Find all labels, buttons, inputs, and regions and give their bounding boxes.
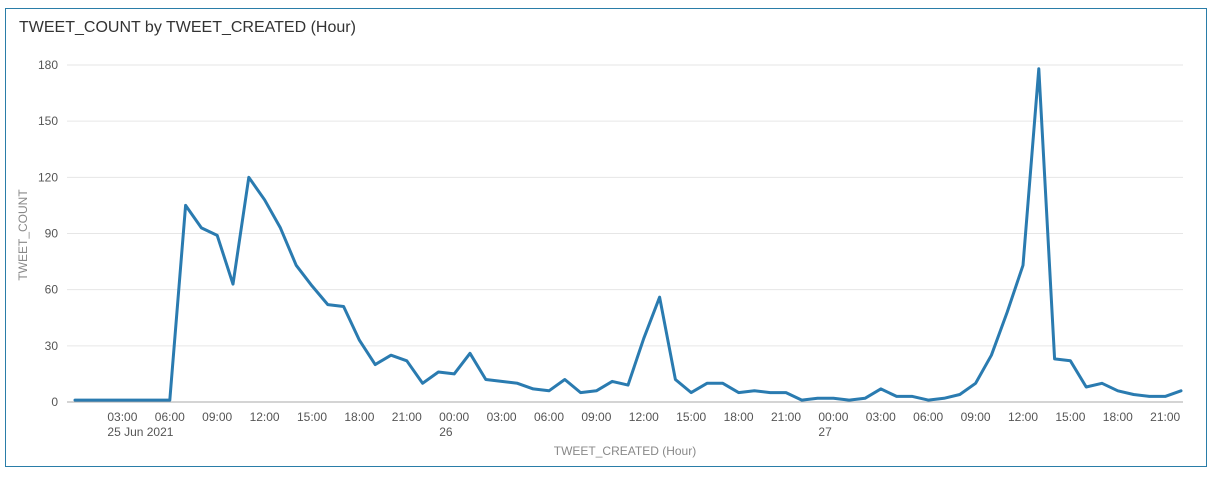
x-tick-date-label: 27 <box>818 425 832 439</box>
x-tick-date-label: 25 Jun 2021 <box>107 425 173 439</box>
series-line <box>73 67 1183 402</box>
x-tick-label: 09:00 <box>202 410 232 424</box>
x-tick-label: 09:00 <box>961 410 991 424</box>
x-tick-label: 21:00 <box>1150 410 1180 424</box>
x-tick-label: 03:00 <box>107 410 137 424</box>
chart-panel: TWEET_COUNT by TWEET_CREATED (Hour) <box>5 8 1207 467</box>
y-tick-labels: 0 30 60 90 120 150 180 <box>38 58 58 409</box>
x-tick-label: 18:00 <box>724 410 754 424</box>
chart-title: TWEET_COUNT by TWEET_CREATED (Hour) <box>19 19 356 36</box>
x-tick-label: 21:00 <box>771 410 801 424</box>
y-tick-label: 180 <box>38 58 58 72</box>
x-tick-label: 15:00 <box>1055 410 1085 424</box>
y-tick-label: 0 <box>51 395 58 409</box>
x-tick-label: 12:00 <box>629 410 659 424</box>
x-tick-label: 06:00 <box>913 410 943 424</box>
x-tick-date-label: 26 <box>439 425 453 439</box>
x-tick-label: 03:00 <box>487 410 517 424</box>
x-tick-label: 15:00 <box>676 410 706 424</box>
x-tick-label: 00:00 <box>439 410 469 424</box>
x-tick-label: 15:00 <box>297 410 327 424</box>
x-tick-label: 00:00 <box>818 410 848 424</box>
x-tick-label: 18:00 <box>344 410 374 424</box>
y-tick-label: 60 <box>45 283 59 297</box>
y-axis-label: TWEET_COUNT <box>16 189 30 281</box>
x-tick-label: 12:00 <box>1008 410 1038 424</box>
y-tick-label: 150 <box>38 114 58 128</box>
y-tick-label: 120 <box>38 170 58 184</box>
x-tick-label: 06:00 <box>155 410 185 424</box>
x-axis-label: TWEET_CREATED (Hour) <box>554 444 696 458</box>
x-tick-label: 03:00 <box>866 410 896 424</box>
x-tick-label: 18:00 <box>1103 410 1133 424</box>
x-tick-label: 12:00 <box>250 410 280 424</box>
y-tick-label: 90 <box>45 227 59 241</box>
y-tick-label: 30 <box>45 339 59 353</box>
gridlines <box>67 64 1183 347</box>
x-tick-label: 09:00 <box>581 410 611 424</box>
x-tick-label: 21:00 <box>392 410 422 424</box>
x-tick-label: 06:00 <box>534 410 564 424</box>
